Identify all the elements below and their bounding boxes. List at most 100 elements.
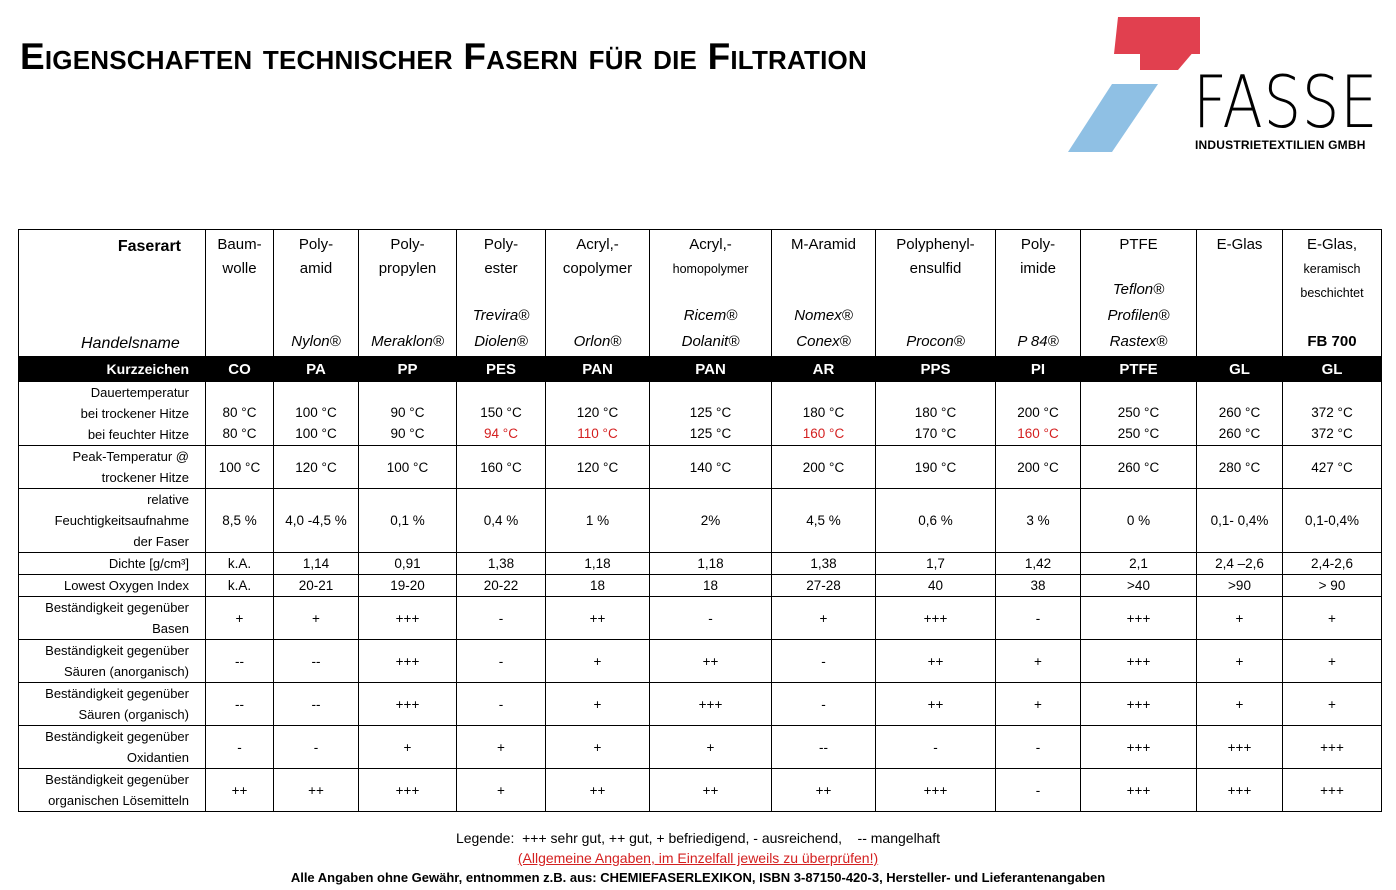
fiber-name-block: Poly-ester bbox=[457, 233, 545, 281]
code: GL bbox=[1196, 356, 1283, 382]
value: k.A. bbox=[205, 552, 274, 575]
value: >40 bbox=[1080, 574, 1197, 597]
fiber-name-block: PTFE bbox=[1081, 233, 1196, 257]
row-label: Beständigkeit gegenüber Oxidantien bbox=[18, 725, 206, 769]
value: 20-21 bbox=[273, 574, 359, 597]
code: CO bbox=[205, 356, 274, 382]
wet-temperature: 372 °C bbox=[1311, 426, 1353, 441]
row-label: Beständigkeit gegenüber Basen bbox=[18, 596, 206, 640]
value: 18 bbox=[545, 574, 650, 597]
row-label: Dichte [g/cm³] bbox=[18, 552, 206, 575]
wet-temperature: 80 °C bbox=[222, 426, 257, 441]
value: 100 °C bbox=[358, 445, 457, 489]
fiber-header-content: M-Aramid Nomex® Conex® bbox=[772, 230, 875, 356]
dry-temperature: 372 °C bbox=[1311, 405, 1353, 420]
value: 427 °C bbox=[1282, 445, 1382, 489]
trade-label: Handelsname bbox=[81, 335, 180, 352]
value: + bbox=[995, 682, 1081, 726]
property-row: Beständigkeit gegenüber Oxidantien - - + + + + -… bbox=[18, 725, 1382, 769]
value: 0 % bbox=[1080, 488, 1197, 553]
fiber-name: wolle bbox=[222, 260, 257, 277]
legend: Legende: +++ sehr gut, ++ gut, + befried… bbox=[455, 830, 941, 846]
dry-temperature: 250 °C bbox=[1117, 405, 1160, 420]
value: + bbox=[205, 596, 274, 640]
fiber-header: Poly-ester Trevira® Diolen® bbox=[456, 229, 546, 357]
value: ++ bbox=[273, 768, 359, 812]
fiber-header: E-Glas, keramisch beschichtet FB 700 bbox=[1282, 229, 1382, 357]
code-label: Kurzzeichen bbox=[18, 356, 206, 382]
value: -- bbox=[205, 639, 274, 683]
fiber-header-content: Poly-imide P 84® bbox=[996, 230, 1080, 356]
dry-temperature: 100 °C bbox=[295, 405, 337, 420]
row-label-line: Beständigkeit gegenüber bbox=[45, 772, 189, 787]
value: 1 % bbox=[545, 488, 650, 553]
row-label-line: Feuchtigkeitsaufnahme bbox=[54, 513, 189, 528]
row-label-line: Peak-Temperatur @ bbox=[72, 449, 189, 464]
temperature-cell: 250 °C 250 °C bbox=[1080, 381, 1197, 446]
trade-names: Nomex® Conex® bbox=[772, 304, 875, 356]
dry-temperature: 180 °C bbox=[802, 405, 845, 420]
row-label-line: Beständigkeit gegenüber bbox=[45, 643, 189, 658]
value: - bbox=[456, 639, 546, 683]
value: - bbox=[995, 725, 1081, 769]
code: PAN bbox=[649, 356, 772, 382]
row-label-line: bei feuchter Hitze bbox=[87, 427, 189, 442]
row-label-line: bei trockener Hitze bbox=[80, 406, 189, 421]
row-label: Peak-Temperatur @ trockener Hitze bbox=[18, 445, 206, 489]
value: + bbox=[1196, 639, 1283, 683]
property-row: Beständigkeit gegenüber Säuren (organisch… bbox=[18, 682, 1382, 726]
wet-temperature: 160 °C bbox=[1017, 426, 1059, 441]
value: 160 °C bbox=[456, 445, 546, 489]
value: +++ bbox=[649, 682, 772, 726]
value: 280 °C bbox=[1196, 445, 1283, 489]
value: 260 °C bbox=[1080, 445, 1197, 489]
value: ++ bbox=[205, 768, 274, 812]
fiber-header: Acryl,- copolymer Orlon® bbox=[545, 229, 650, 357]
property-row: Dichte [g/cm³] k.A. 1,14 0,91 1,38 1,18 1,18 1,… bbox=[18, 552, 1382, 575]
value: 27-28 bbox=[771, 574, 876, 597]
fiber-header: Poly-propylen Meraklon® bbox=[358, 229, 457, 357]
value: 4,5 % bbox=[771, 488, 876, 553]
temperature-cell: 200 °C 160 °C bbox=[995, 381, 1081, 446]
dry-temperature: 90 °C bbox=[390, 405, 425, 420]
temperature-cell: 100 °C 100 °C bbox=[273, 381, 359, 446]
logo-subtitle: INDUSTRIETEXTILIEN GMBH bbox=[1195, 138, 1366, 152]
trade-names: P 84® bbox=[996, 330, 1080, 356]
value: 1,18 bbox=[545, 552, 650, 575]
fiber-name: Poly- bbox=[483, 236, 519, 253]
row-label-line: Lowest Oxygen Index bbox=[63, 578, 189, 593]
dry-temperature: 80 °C bbox=[222, 405, 257, 420]
temperature-cell: 90 °C 90 °C bbox=[358, 381, 457, 446]
fiber-name: Acryl,- bbox=[576, 236, 619, 253]
value: 4,0 -4,5 % bbox=[273, 488, 359, 553]
value: 3 % bbox=[995, 488, 1081, 553]
value: +++ bbox=[358, 596, 457, 640]
value: +++ bbox=[1196, 768, 1283, 812]
value: ++ bbox=[649, 768, 772, 812]
value: +++ bbox=[1080, 682, 1197, 726]
row-label-line: Oxidantien bbox=[126, 750, 189, 765]
value: - bbox=[771, 639, 876, 683]
value: k.A. bbox=[205, 574, 274, 597]
wet-temperature: 170 °C bbox=[914, 426, 957, 441]
fiber-name-block: Poly-amid bbox=[274, 233, 358, 281]
fiber-header: PTFE Teflon® Profilen® Rastex® bbox=[1080, 229, 1197, 357]
value: ++ bbox=[545, 768, 650, 812]
dry-temperature: 200 °C bbox=[1017, 405, 1059, 420]
fiber-name: amid bbox=[299, 260, 333, 277]
value: +++ bbox=[1282, 768, 1382, 812]
property-row: Beständigkeit gegenüber Basen + + +++ - ++ - + ++… bbox=[18, 596, 1382, 640]
fiber-name: Poly- bbox=[1020, 236, 1056, 253]
fiber-note: beschichtet bbox=[1300, 286, 1364, 300]
value: - bbox=[456, 596, 546, 640]
value: +++ bbox=[358, 682, 457, 726]
fiber-name-block: Acryl,- homopolymer bbox=[650, 233, 771, 281]
fiber-name: Acryl,- bbox=[689, 236, 732, 253]
trade-names: Meraklon® bbox=[359, 330, 456, 356]
value: + bbox=[545, 639, 650, 683]
fiber-name: ensulfid bbox=[909, 260, 962, 277]
value: +++ bbox=[1080, 768, 1197, 812]
value: ++ bbox=[875, 639, 996, 683]
value: +++ bbox=[1282, 725, 1382, 769]
code: PES bbox=[456, 356, 546, 382]
